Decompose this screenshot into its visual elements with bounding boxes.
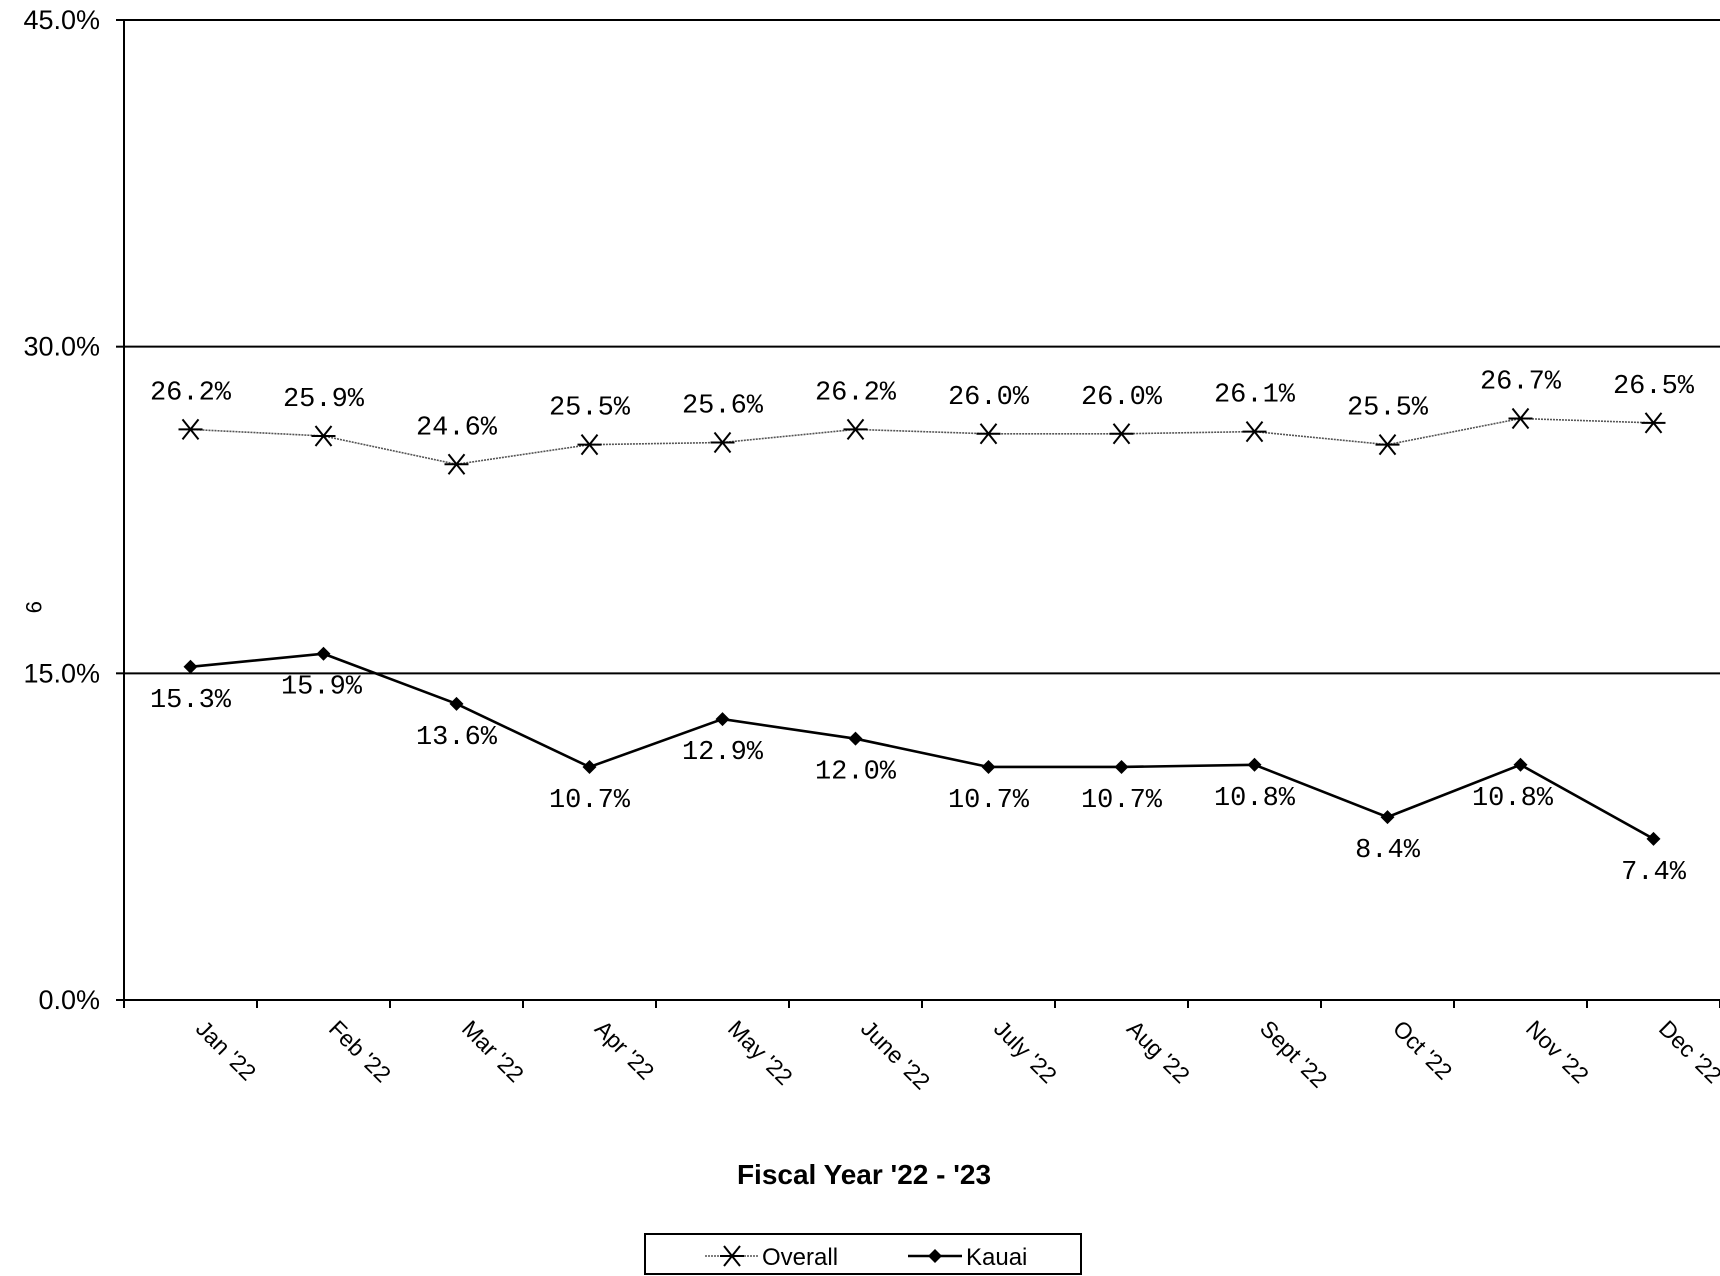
marker-overall-4-d2	[713, 431, 732, 454]
marker-overall-3-d2	[580, 434, 599, 456]
marker-kauai-10	[1513, 757, 1528, 772]
x-tick-label-5: June '22	[856, 1015, 935, 1094]
data-label-kauai-10: 10.8%	[1472, 784, 1554, 814]
data-label-kauai-11: 7.4%	[1621, 858, 1687, 888]
x-tick-label-10: Nov '22	[1521, 1015, 1594, 1088]
marker-kauai-legend	[928, 1249, 942, 1263]
data-label-kauai-1: 15.9%	[281, 673, 363, 703]
series-line-kauai	[190, 652, 1655, 840]
page-mark: 9	[21, 601, 46, 613]
marker-kauai-4	[715, 712, 730, 727]
x-tick-label-0: Jan '22	[191, 1015, 261, 1085]
marker-kauai-8	[1247, 757, 1262, 772]
x-tick-label-1: Feb '22	[324, 1015, 396, 1087]
data-labels: 26.2% 25.9% 24.6% 25.5% 25.6% 26.2% 26.0% 26.0%…	[150, 368, 1695, 888]
marker-kauai-3	[582, 759, 597, 774]
x-tick-label-9: Oct '22	[1388, 1015, 1457, 1084]
legend-label-kauai: Kauai	[966, 1244, 1027, 1271]
marker-overall-8-d2	[1245, 420, 1264, 443]
data-label-overall-5: 26.2%	[815, 378, 897, 408]
marker-overall-5-d2	[846, 418, 865, 441]
data-label-overall-7: 26.0%	[1081, 383, 1163, 413]
marker-overall-9-d2	[1378, 434, 1397, 456]
y-tick-label-2: 30.0%	[23, 332, 100, 362]
marker-kauai-5	[848, 731, 863, 746]
marker-kauai-1	[316, 646, 331, 661]
data-label-kauai-7: 10.7%	[1081, 786, 1163, 816]
marker-kauai-9	[1380, 810, 1395, 825]
data-label-overall-1: 25.9%	[283, 385, 365, 415]
x-tick-label-7: Aug '22	[1122, 1015, 1195, 1088]
data-label-overall-9: 25.5%	[1347, 394, 1429, 424]
data-label-kauai-4: 12.9%	[682, 738, 764, 768]
marker-overall-11-d2	[1644, 412, 1663, 434]
marker-kauai-7	[1114, 759, 1129, 774]
marker-overall-10-d2	[1511, 407, 1530, 430]
marker-overall-1-d2	[314, 425, 333, 447]
data-label-overall-2: 24.6%	[416, 413, 498, 443]
x-tick-label-8: Sept '22	[1255, 1015, 1333, 1093]
y-tick-label-0: 0.0%	[38, 985, 100, 1015]
series-group	[178, 407, 1666, 846]
data-label-overall-3: 25.5%	[549, 394, 631, 424]
x-tick-label-2: Mar '22	[457, 1015, 529, 1087]
y-tick-label-1: 15.0%	[23, 658, 100, 688]
x-tick-label-6: July '22	[989, 1015, 1062, 1088]
marker-overall-0-d2	[181, 418, 200, 441]
series-line-overall	[190, 417, 1654, 466]
data-label-kauai-2: 13.6%	[416, 723, 498, 753]
marker-kauai-11	[1646, 831, 1661, 846]
data-label-overall-11: 26.5%	[1613, 372, 1695, 402]
data-label-kauai-3: 10.7%	[549, 786, 631, 816]
marker-overall-legend-d2	[723, 1245, 741, 1267]
marker-overall-7-d2	[1112, 423, 1131, 445]
legend-box	[644, 1233, 1082, 1275]
x-tick-label-4: May '22	[723, 1015, 798, 1090]
data-label-kauai-5: 12.0%	[815, 758, 897, 788]
marker-overall-2-d2	[447, 453, 466, 475]
gridlines	[124, 19, 1720, 1001]
x-axis-title: Fiscal Year '22 - '23	[737, 1159, 991, 1190]
data-label-overall-4: 25.6%	[682, 391, 764, 421]
legend: Overall Kauai	[644, 1233, 1082, 1275]
x-tick-label-11: Dec '22	[1654, 1015, 1720, 1088]
marker-kauai-0	[183, 659, 198, 674]
data-label-kauai-9: 8.4%	[1355, 836, 1421, 866]
y-tick-label-3: 45.0%	[23, 5, 100, 35]
x-tick-label-3: Apr '22	[590, 1015, 659, 1084]
marker-kauai-2	[449, 696, 464, 711]
data-label-kauai-8: 10.8%	[1214, 784, 1296, 814]
data-label-overall-10: 26.7%	[1480, 368, 1562, 398]
data-label-kauai-0: 15.3%	[150, 686, 232, 716]
y-axis-ticks: 0.0% 15.0% 30.0% 45.0%	[23, 5, 124, 1015]
legend-label-overall: Overall	[762, 1244, 838, 1271]
data-label-overall-0: 26.2%	[150, 378, 232, 408]
marker-overall-6-d2	[979, 423, 998, 445]
marker-kauai-6	[981, 759, 996, 774]
data-label-kauai-6: 10.7%	[948, 786, 1030, 816]
data-label-overall-6: 26.0%	[948, 383, 1030, 413]
data-label-overall-8: 26.1%	[1214, 381, 1296, 411]
x-axis-ticks: Jan '22 Feb '22 Mar '22 Apr '22 May '22 June …	[123, 1000, 1720, 1095]
